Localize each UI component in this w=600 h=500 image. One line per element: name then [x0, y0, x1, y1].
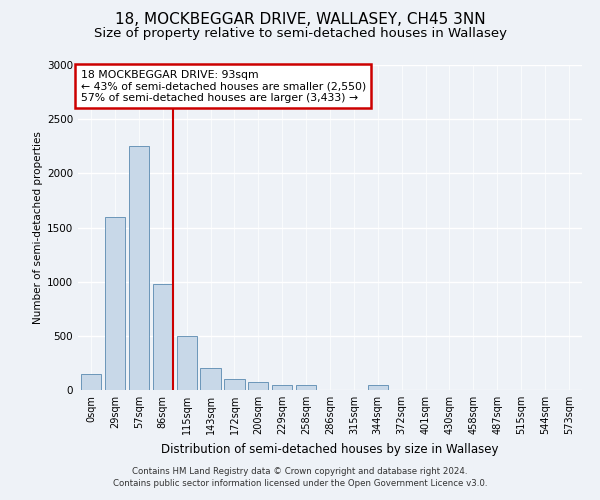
Bar	[224, 379, 245, 390]
Text: 18, MOCKBEGGAR DRIVE, WALLASEY, CH45 3NN: 18, MOCKBEGGAR DRIVE, WALLASEY, CH45 3NN	[115, 12, 485, 28]
Bar	[200, 368, 221, 390]
Bar	[296, 384, 316, 390]
Text: Size of property relative to semi-detached houses in Wallasey: Size of property relative to semi-detach…	[94, 28, 506, 40]
Bar	[81, 374, 101, 390]
Bar	[272, 384, 292, 390]
Text: Contains public sector information licensed under the Open Government Licence v3: Contains public sector information licen…	[113, 478, 487, 488]
Y-axis label: Number of semi-detached properties: Number of semi-detached properties	[33, 131, 43, 324]
Bar	[248, 382, 268, 390]
Bar	[129, 146, 149, 390]
Bar	[152, 284, 173, 390]
Bar	[105, 216, 125, 390]
X-axis label: Distribution of semi-detached houses by size in Wallasey: Distribution of semi-detached houses by …	[161, 442, 499, 456]
Text: Contains HM Land Registry data © Crown copyright and database right 2024.: Contains HM Land Registry data © Crown c…	[132, 467, 468, 476]
Bar	[368, 384, 388, 390]
Bar	[176, 336, 197, 390]
Text: 18 MOCKBEGGAR DRIVE: 93sqm
← 43% of semi-detached houses are smaller (2,550)
57%: 18 MOCKBEGGAR DRIVE: 93sqm ← 43% of semi…	[80, 70, 366, 103]
